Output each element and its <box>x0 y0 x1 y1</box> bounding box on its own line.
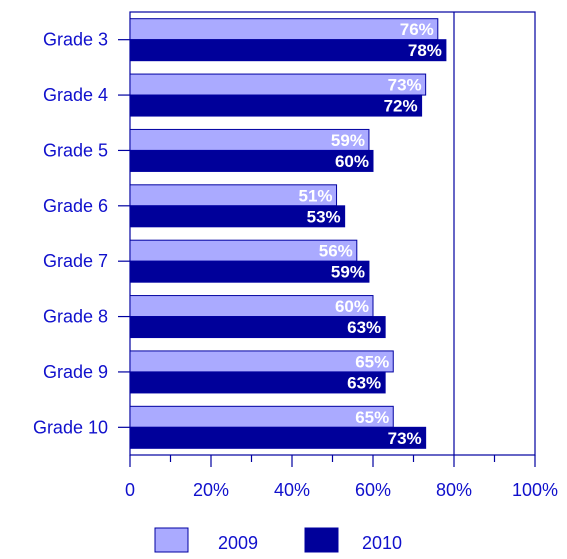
data-label: 60% <box>335 152 369 171</box>
data-label: 72% <box>384 97 418 116</box>
bar-2010-grade-9 <box>129 371 386 394</box>
data-label: 60% <box>335 297 369 316</box>
bar-2010-grade-8 <box>129 316 386 339</box>
x-tick-label: 40% <box>274 480 310 500</box>
bar-2010-grade-3 <box>129 39 447 62</box>
data-label: 76% <box>400 20 434 39</box>
legend-label: 2009 <box>218 533 258 553</box>
data-label: 53% <box>307 207 341 226</box>
x-tick-label: 20% <box>193 480 229 500</box>
x-tick-label: 60% <box>355 480 391 500</box>
y-tick-label: Grade 7 <box>43 251 108 271</box>
data-label: 59% <box>331 131 365 150</box>
bar-2010-grade-5 <box>129 149 374 172</box>
y-tick-label: Grade 6 <box>43 196 108 216</box>
y-tick-label: Grade 8 <box>43 307 108 327</box>
bar-2009-grade-9 <box>129 350 394 373</box>
bar-2010-grade-4 <box>129 94 423 117</box>
data-label: 65% <box>355 408 389 427</box>
data-label: 73% <box>388 76 422 95</box>
legend-label: 2010 <box>362 533 402 553</box>
data-label: 56% <box>319 242 353 261</box>
data-label: 63% <box>347 318 381 337</box>
data-label: 59% <box>331 263 365 282</box>
bar-2009-grade-4 <box>129 73 427 96</box>
x-tick-label: 0 <box>125 480 135 500</box>
y-tick-label: Grade 4 <box>43 85 108 105</box>
data-label: 73% <box>388 429 422 448</box>
bar-2010-grade-10 <box>129 426 427 449</box>
legend-swatch-2009 <box>154 527 189 553</box>
bar-2009-grade-10 <box>129 405 394 428</box>
y-tick-label: Grade 3 <box>43 30 108 50</box>
y-tick-label: Grade 5 <box>43 140 108 160</box>
data-label-group: 76%78%73%72%59%60%51%53%56%59%60%63%65%6… <box>299 20 442 448</box>
bar-group <box>129 18 447 449</box>
legend-swatch-2010 <box>304 527 339 553</box>
y-tick-label: Grade 10 <box>33 417 108 437</box>
x-tick-label: 100% <box>512 480 558 500</box>
bar-2010-grade-7 <box>129 260 370 283</box>
data-label: 78% <box>408 41 442 60</box>
legend: 2009 2010 <box>154 527 402 553</box>
data-label: 65% <box>355 352 389 371</box>
bar-2010-grade-6 <box>129 205 346 228</box>
data-label: 51% <box>299 186 333 205</box>
bar-2009-grade-3 <box>129 18 439 41</box>
y-tick-label: Grade 9 <box>43 362 108 382</box>
data-label: 63% <box>347 373 381 392</box>
axes-group: Grade 3 Grade 4 Grade 5 Grade 6 Grade 7 Grade… <box>33 30 558 500</box>
x-tick-label: 80% <box>436 480 472 500</box>
